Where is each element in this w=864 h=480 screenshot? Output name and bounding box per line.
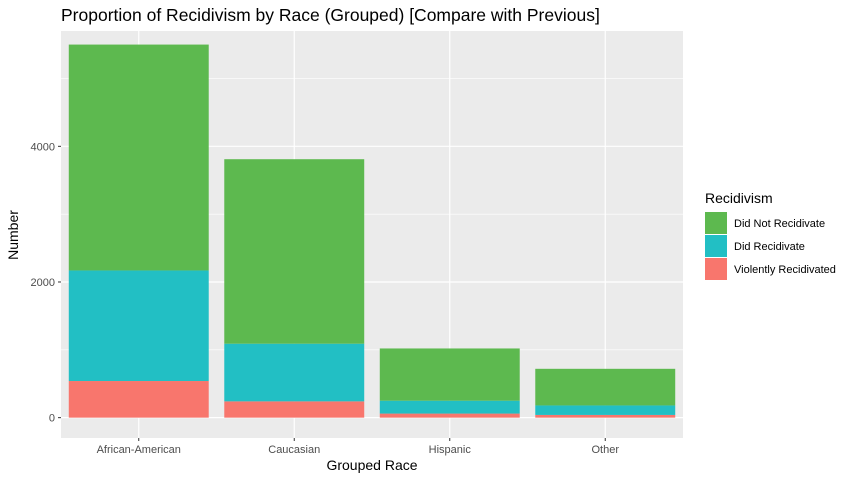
bar-other-did-not-recidivate <box>535 368 676 406</box>
y-tick-label: 0 <box>49 413 55 425</box>
legend-key-violently-recidivated <box>705 258 727 280</box>
bar-african-american-violently-recidivated <box>68 381 209 418</box>
bars <box>68 44 676 418</box>
bar-other-did-recidivate <box>535 405 676 415</box>
legend-key-did-not-recidivate <box>705 212 727 234</box>
bar-african-american-did-recidivate <box>68 270 209 382</box>
x-tick-label: African-American <box>97 444 181 456</box>
legend: Recidivism Did Not Recidivate Did Recidiv… <box>705 190 836 280</box>
bar-caucasian-did-recidivate <box>224 343 365 402</box>
y-tick-label: 4000 <box>31 141 55 153</box>
legend-label-did-not-recidivate: Did Not Recidivate <box>734 218 825 230</box>
x-tick-label: Hispanic <box>429 444 472 456</box>
y-axis: 0 2000 4000 <box>31 141 61 425</box>
bar-other-violently-recidivated <box>535 414 676 418</box>
x-tick-label: Other <box>591 444 619 456</box>
y-axis-title: Number <box>5 210 21 260</box>
x-tick-label: Caucasian <box>268 444 320 456</box>
legend-label-violently-recidivated: Violently Recidivated <box>734 264 836 276</box>
bar-hispanic-did-recidivate <box>379 400 520 414</box>
chart-title: Proportion of Recidivism by Race (Groupe… <box>61 5 600 25</box>
legend-key-did-recidivate <box>705 235 727 257</box>
bar-hispanic-did-not-recidivate <box>379 348 520 401</box>
bar-caucasian-violently-recidivated <box>224 401 365 418</box>
y-tick-label: 2000 <box>31 277 55 289</box>
x-axis: African-American Caucasian Hispanic Other <box>97 438 619 456</box>
bar-african-american-did-not-recidivate <box>68 44 209 271</box>
bar-caucasian-did-not-recidivate <box>224 159 365 344</box>
x-axis-title: Grouped Race <box>326 457 417 473</box>
legend-title: Recidivism <box>705 190 773 206</box>
legend-label-did-recidivate: Did Recidivate <box>734 241 805 253</box>
bar-hispanic-violently-recidivated <box>379 413 520 418</box>
